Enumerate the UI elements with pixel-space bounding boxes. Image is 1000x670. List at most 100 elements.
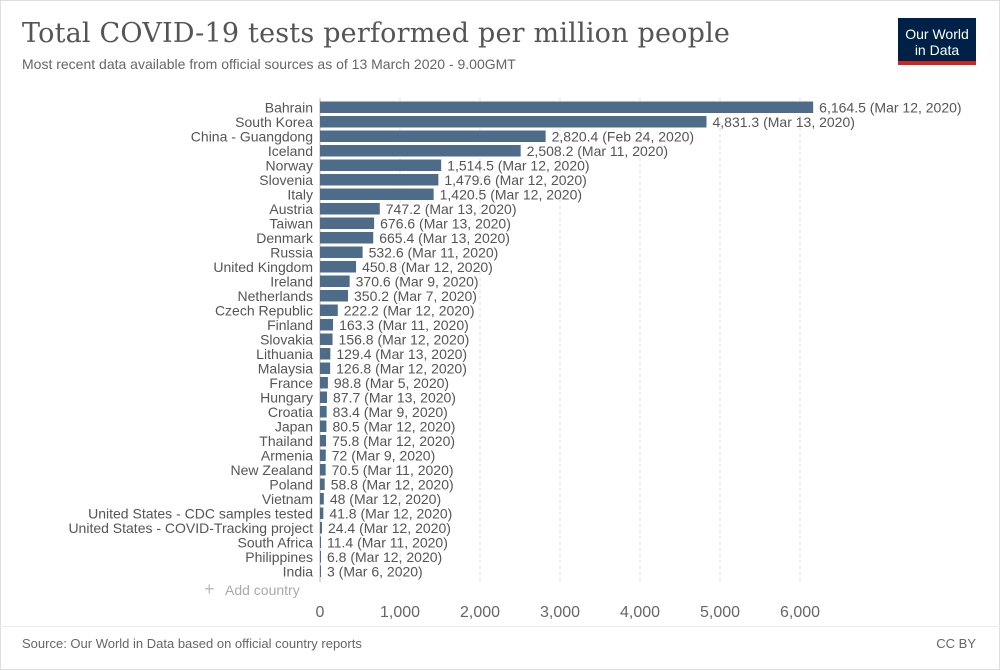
bar[interactable] — [320, 159, 442, 172]
bar[interactable] — [320, 101, 814, 114]
category-label: New Zealand — [231, 462, 314, 478]
category-label: Czech Republic — [215, 302, 313, 318]
value-label: 11.4 (Mar 11, 2020) — [327, 534, 448, 550]
category-label: United States - COVID-Tracking project — [68, 520, 313, 536]
category-label: Taiwan — [269, 215, 313, 231]
plus-icon: + — [204, 579, 215, 599]
category-label: Croatia — [268, 404, 313, 420]
bar[interactable] — [320, 217, 375, 230]
category-label: France — [269, 375, 313, 391]
bar[interactable] — [320, 188, 434, 201]
bar[interactable] — [320, 116, 707, 128]
bar[interactable] — [320, 232, 374, 244]
bar[interactable] — [320, 174, 439, 186]
x-tick-label: 5,000 — [700, 604, 740, 621]
bar[interactable] — [320, 290, 349, 302]
category-label: Austria — [269, 201, 313, 217]
value-label: 450.8 (Mar 12, 2020) — [362, 259, 493, 275]
bar[interactable] — [320, 246, 363, 259]
value-label: 676.6 (Mar 13, 2020) — [380, 215, 511, 231]
category-label: Slovakia — [260, 331, 313, 347]
bar[interactable] — [320, 493, 324, 505]
add-country-label[interactable]: Add country — [225, 582, 300, 598]
value-label: 58.8 (Mar 12, 2020) — [331, 476, 454, 492]
bar[interactable] — [320, 565, 321, 578]
license-link[interactable]: CC BY — [936, 636, 976, 651]
value-label: 98.8 (Mar 5, 2020) — [334, 375, 449, 391]
bar[interactable] — [320, 464, 326, 476]
source-note: Source: Our World in Data based on offic… — [22, 636, 362, 651]
footer-divider — [0, 626, 1000, 627]
bar[interactable] — [320, 377, 328, 389]
bar[interactable] — [320, 261, 357, 273]
category-label: South Africa — [238, 534, 314, 550]
value-label: 70.5 (Mar 11, 2020) — [332, 462, 454, 478]
bar[interactable] — [320, 362, 331, 375]
add-country-control[interactable]: + Add country — [204, 579, 300, 599]
owid-logo[interactable]: Our World in Data — [898, 18, 976, 65]
category-label: United States - CDC samples tested — [88, 505, 313, 521]
bars-layer — [320, 101, 814, 578]
value-label: 24.4 (Mar 12, 2020) — [328, 520, 451, 536]
category-label: Ireland — [270, 273, 313, 289]
x-tick-label: 0 — [316, 604, 325, 621]
bar[interactable] — [320, 145, 521, 157]
category-label: India — [283, 563, 314, 579]
value-label: 1,420.5 (Mar 12, 2020) — [440, 186, 582, 202]
bar[interactable] — [320, 449, 326, 462]
logo-line-1: Our World — [905, 26, 969, 42]
bar[interactable] — [320, 507, 324, 520]
category-label: China - Guangdong — [191, 128, 313, 144]
x-tick-label: 2,000 — [460, 604, 500, 621]
logo-line-2: in Data — [914, 42, 960, 58]
value-label: 747.2 (Mar 13, 2020) — [386, 201, 517, 217]
bar[interactable] — [320, 203, 380, 215]
bar[interactable] — [320, 435, 327, 447]
value-label: 41.8 (Mar 12, 2020) — [329, 505, 452, 521]
value-label: 2,820.4 (Feb 24, 2020) — [552, 128, 694, 144]
x-tick-label: 3,000 — [540, 604, 580, 621]
bar[interactable] — [320, 406, 327, 418]
chart-subtitle: Most recent data available from official… — [22, 56, 516, 72]
category-label: United Kingdom — [213, 259, 313, 275]
value-label: 222.2 (Mar 12, 2020) — [344, 302, 475, 318]
value-label: 3 (Mar 6, 2020) — [327, 563, 423, 579]
value-label: 6,164.5 (Mar 12, 2020) — [819, 99, 961, 115]
bar[interactable] — [320, 391, 328, 404]
category-label: Italy — [287, 186, 313, 202]
bar[interactable] — [320, 333, 333, 346]
labels-layer: Bahrain 6,164.5 (Mar 12, 2020) South Korea… — [68, 99, 961, 579]
bar[interactable] — [320, 522, 322, 534]
bar[interactable] — [320, 478, 325, 491]
bar[interactable] — [320, 275, 350, 288]
category-label: Armenia — [261, 447, 313, 463]
bar[interactable] — [320, 536, 321, 549]
bar[interactable] — [320, 348, 331, 360]
category-label: Hungary — [260, 389, 313, 405]
category-label: Iceland — [268, 143, 313, 159]
value-label: 665.4 (Mar 13, 2020) — [379, 230, 510, 246]
x-tick-label: 4,000 — [620, 604, 660, 621]
value-label: 75.8 (Mar 12, 2020) — [332, 433, 455, 449]
logo-accent-bar — [898, 61, 976, 65]
bar[interactable] — [320, 551, 321, 563]
category-label: Vietnam — [262, 491, 313, 507]
category-label: Malaysia — [258, 360, 313, 376]
value-label: 83.4 (Mar 9, 2020) — [333, 404, 448, 420]
bar[interactable] — [320, 130, 546, 143]
chart-title: Total COVID-19 tests performed per milli… — [22, 18, 731, 49]
category-label: Denmark — [256, 230, 314, 246]
bar[interactable] — [320, 304, 338, 317]
category-label: Russia — [270, 244, 313, 260]
value-label: 72 (Mar 9, 2020) — [332, 447, 436, 463]
value-label: 532.6 (Mar 11, 2020) — [369, 244, 499, 260]
value-label: 126.8 (Mar 12, 2020) — [336, 360, 467, 376]
x-tick-label: 6,000 — [780, 604, 820, 621]
bar[interactable] — [320, 319, 334, 331]
category-label: Finland — [267, 317, 313, 333]
x-tick-label: 1,000 — [380, 604, 420, 621]
category-label: South Korea — [235, 114, 313, 130]
category-label: Slovenia — [259, 172, 313, 188]
bar[interactable] — [320, 420, 327, 433]
value-label: 4,831.3 (Mar 13, 2020) — [713, 114, 855, 130]
